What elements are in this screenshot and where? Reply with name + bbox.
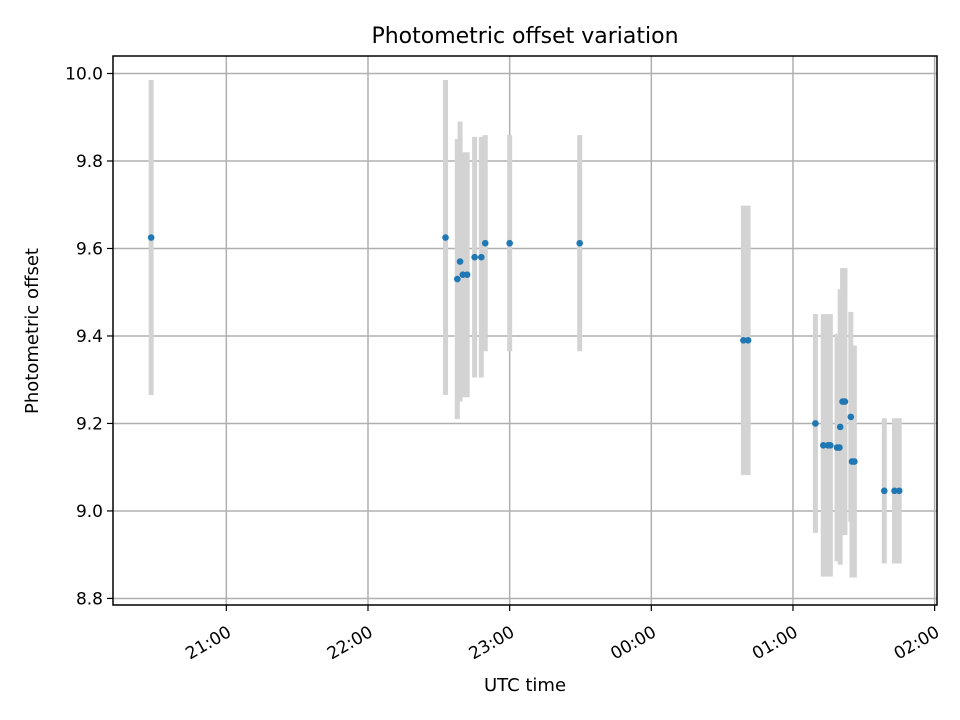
- plot-frame: [112, 55, 938, 606]
- data-point: [841, 398, 849, 405]
- y-tick-label: 8.8: [76, 589, 103, 609]
- x-tick-label: 00:00: [607, 622, 659, 664]
- data-point: [895, 487, 903, 495]
- y-axis-ticks: 8.8 9.0 9.2 9.4 9.6 9.8 10.0: [65, 64, 113, 609]
- data-point: [744, 337, 752, 344]
- data-point: [851, 458, 858, 465]
- data-point: [819, 442, 827, 449]
- x-axis-label: UTC time: [484, 675, 566, 696]
- x-tick-label: 23:00: [466, 622, 518, 664]
- error-bars: [148, 80, 902, 578]
- data-point: [836, 444, 843, 451]
- data-point: [812, 420, 819, 427]
- data-point: [891, 487, 898, 495]
- data-point: [481, 239, 489, 247]
- data-points: [147, 234, 903, 495]
- x-axis-ticks: 21:00 22:00 23:00 00:00 01:00 02:00: [182, 605, 943, 664]
- data-point: [827, 442, 834, 449]
- y-tick-label: 10.0: [65, 64, 103, 84]
- data-point: [442, 234, 449, 241]
- data-point: [478, 253, 485, 261]
- y-tick-label: 9.6: [76, 239, 103, 259]
- data-point: [471, 253, 478, 261]
- data-point: [463, 271, 471, 279]
- data-point: [506, 239, 513, 247]
- y-tick-label: 9.2: [76, 414, 103, 434]
- x-tick-label: 02:00: [891, 622, 943, 664]
- y-axis-label: Photometric offset: [22, 248, 43, 414]
- x-tick-label: 22:00: [324, 622, 376, 664]
- data-point: [456, 258, 464, 265]
- data-point: [836, 423, 844, 431]
- data-point: [147, 234, 155, 241]
- data-point: [847, 413, 855, 421]
- y-tick-label: 9.4: [76, 327, 103, 347]
- x-tick-label: 01:00: [749, 622, 801, 664]
- data-point: [880, 487, 888, 495]
- chart-title: Photometric offset variation: [371, 24, 678, 49]
- data-point: [454, 275, 461, 283]
- y-tick-label: 9.0: [76, 502, 103, 522]
- y-tick-label: 9.8: [76, 152, 103, 172]
- data-point: [740, 337, 747, 344]
- data-point: [576, 239, 583, 247]
- grid-lines: [113, 56, 937, 605]
- x-tick-label: 21:00: [182, 622, 234, 664]
